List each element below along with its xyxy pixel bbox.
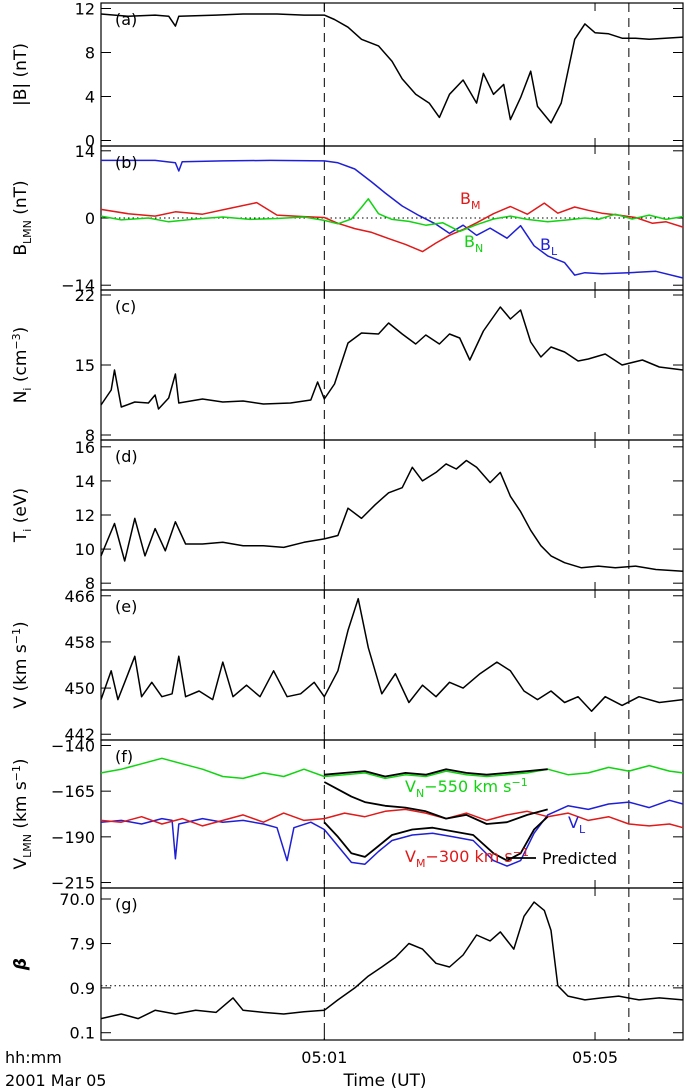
series-label-vl: VL: [568, 813, 586, 836]
series-line-vm-300-km-s-1: [100, 808, 684, 829]
y-axis-label: Ni (cm−3): [10, 327, 34, 404]
y-tick-label: 22: [75, 286, 95, 305]
series-line-bm: [100, 201, 684, 253]
panel-letter: (f): [115, 747, 133, 766]
corner-label-date: 2001 Mar 05: [5, 1071, 106, 1090]
y-tick-label: 15: [75, 356, 95, 375]
panel-letter: (c): [115, 297, 136, 316]
y-axis-label: BLMN (nT): [11, 180, 34, 255]
series-label-bn: BN: [464, 232, 483, 255]
panel-d: 8 10 12 14 16 (d) Ti (eV): [11, 438, 684, 593]
panel-frame: [100, 887, 684, 1041]
y-tick-label: 12: [75, 506, 95, 525]
y-tick-label: 10: [75, 540, 95, 559]
y-tick-label: −140: [51, 736, 95, 755]
y-axis-label: VLMN (km s−1): [10, 758, 34, 869]
y-tick-label: 14: [75, 142, 95, 161]
panel-letter: (b): [115, 153, 138, 172]
y-tick-label: 70.0: [59, 890, 95, 909]
series-label-vn-550-km-s-1: VN−550 km s−1: [405, 776, 528, 800]
panel-frame: [100, 145, 684, 291]
time-axis-labels: hh:mm 2001 Mar 05 Time (UT): [5, 1048, 427, 1091]
y-tick-label: 14: [75, 472, 95, 491]
panel-e: 442 450 458 466 (e) V (km s−1): [10, 587, 684, 744]
corner-label-hhmm: hh:mm: [5, 1048, 62, 1067]
y-tick-label: 16: [75, 438, 95, 457]
y-tick-label: −190: [51, 828, 95, 847]
y-axis-label: V (km s−1): [10, 621, 31, 708]
y-tick-label: 0.9: [70, 979, 95, 998]
panel-b: −14 0 14 (b) BLMN (nT) BM BN BL: [11, 142, 684, 295]
series-label-bl: BL: [540, 235, 558, 258]
y-tick-label: 458: [64, 633, 95, 652]
series-line-0: [100, 459, 684, 573]
panel-frame: [100, 439, 684, 591]
y-tick-label: 4: [85, 88, 95, 107]
y-tick-label: −215: [51, 874, 95, 893]
legend-label-predicted: Predicted: [542, 849, 617, 868]
panel-letter: (d): [115, 447, 138, 466]
panel-frame: [100, 289, 684, 441]
x-axis-label: Time (UT): [342, 1071, 426, 1091]
series-line-bl: [101, 159, 684, 279]
y-axis-label: β: [11, 958, 31, 971]
series-line-predicted: [324, 768, 548, 778]
y-tick-label: −14: [61, 276, 95, 295]
y-tick-label: 7.9: [70, 935, 95, 954]
y-tick-label: 12: [75, 0, 95, 19]
y-tick-label: 8: [85, 426, 95, 445]
panel-frame: [100, 589, 684, 741]
y-tick-label: 0: [85, 209, 95, 228]
panel-a: 0 4 8 12 (a) |B| (nT): [11, 0, 684, 151]
panel-frame: [100, 2, 684, 147]
y-tick-label: 8: [85, 44, 95, 63]
panel-letter: (e): [115, 597, 137, 616]
x-tick-label: 05:05: [572, 1048, 618, 1067]
series-line-0: [100, 597, 684, 712]
y-tick-label: 8: [85, 574, 95, 593]
y-tick-label: 0.1: [70, 1024, 95, 1043]
panel-f: −215 −190 −165 −140 (f) VLMN (km s−1) VN−550 k…: [10, 736, 684, 893]
series-line-vn-550-km-s-1: [100, 757, 684, 780]
series-line-0: [100, 901, 684, 1020]
panel-c: 8 15 22 (c) Ni (cm−3): [10, 286, 684, 445]
panel-letter: (g): [115, 895, 138, 914]
series-label-vm-300-km-s-1: VM−300 km s−1: [405, 846, 529, 870]
x-tick-label: 05:01: [301, 1048, 347, 1067]
y-tick-label: 0: [85, 132, 95, 151]
y-tick-label: 466: [64, 587, 95, 606]
series-line-0: [100, 306, 684, 410]
series-line-0: [100, 13, 684, 124]
series-label-bm: BM: [460, 189, 480, 212]
series-line-bn: [100, 198, 684, 233]
y-tick-label: −165: [51, 782, 95, 801]
y-tick-label: 442: [64, 725, 95, 744]
y-axis-label: |B| (nT): [11, 43, 31, 106]
y-tick-label: 450: [64, 679, 95, 698]
series-line-predicted: [323, 781, 548, 825]
series-line-vl: [100, 799, 684, 867]
panel-letter: (a): [115, 10, 137, 29]
series-line-predicted: [323, 816, 549, 862]
y-axis-label: Ti (eV): [11, 488, 34, 543]
